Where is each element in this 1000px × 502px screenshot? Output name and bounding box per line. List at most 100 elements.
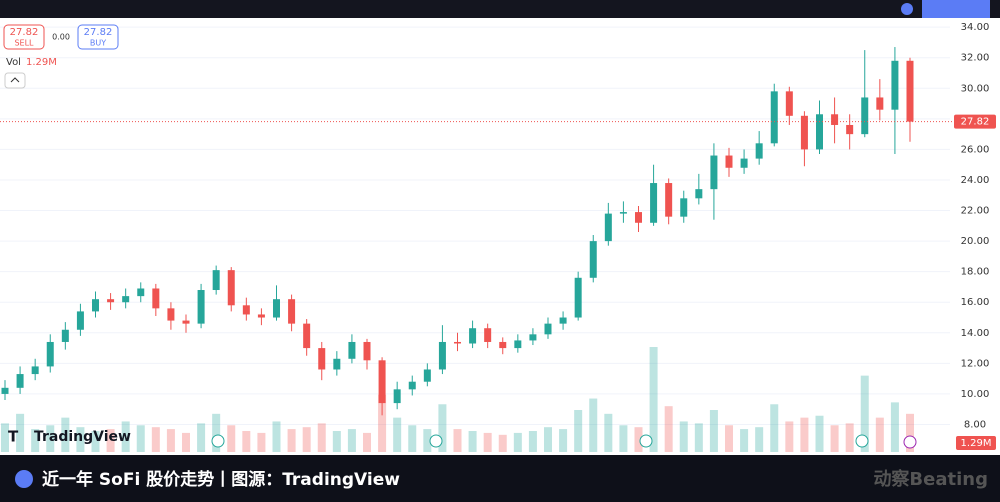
- candle-body: [61, 329, 69, 342]
- candle-body: [288, 299, 296, 324]
- candle-body: [906, 60, 914, 122]
- y-tick-label: 20.00: [961, 236, 990, 247]
- candle-body: [891, 60, 899, 110]
- y-tick-label: 16.00: [961, 297, 990, 308]
- volume-bar: [709, 410, 718, 452]
- candle-body: [348, 341, 356, 359]
- candle-body: [740, 158, 748, 168]
- candle-body: [423, 369, 431, 382]
- volume-bar: [332, 431, 341, 452]
- candle-body: [710, 155, 718, 190]
- candle-body: [273, 299, 280, 318]
- volume-bar: [679, 421, 688, 452]
- volume-bar: [257, 432, 266, 452]
- candle-body: [152, 288, 160, 309]
- y-tick-label: 18.00: [961, 267, 990, 278]
- buy-label: BUY: [90, 39, 106, 48]
- volume-bar: [513, 432, 522, 452]
- candle-body: [650, 183, 658, 223]
- volume-bar: [31, 429, 40, 452]
- top-dot: [901, 3, 913, 15]
- volume-bar: [46, 425, 55, 452]
- spread: 0.00: [52, 33, 70, 42]
- top-bar: [0, 0, 1000, 18]
- candle-body: [544, 323, 552, 335]
- volume-bar: [302, 427, 311, 452]
- volume-bar: [182, 432, 190, 452]
- volume-bar: [76, 427, 85, 452]
- candle-body: [559, 317, 567, 324]
- candle-body: [589, 241, 597, 278]
- caption-dot: [15, 470, 33, 488]
- volume-bar: [438, 404, 447, 452]
- volume-bar: [347, 429, 356, 452]
- volume-bar: [800, 417, 809, 452]
- candle-body: [755, 143, 763, 159]
- last-price-tag: [954, 114, 996, 129]
- y-tick-label: 30.00: [961, 83, 990, 94]
- volume-bar: [227, 425, 236, 452]
- volume-bar: [574, 410, 583, 452]
- volume-bar: [363, 432, 371, 452]
- volume-bar: [136, 425, 145, 452]
- volume-bar: [287, 429, 296, 452]
- volume-bar: [61, 417, 70, 452]
- volume-bar: [649, 347, 658, 452]
- y-tick-label: 10.00: [961, 389, 990, 400]
- volume-bar: [755, 427, 764, 452]
- buy-button[interactable]: [77, 24, 119, 50]
- watermark: 动察Beating: [873, 468, 988, 490]
- volume-bar: [785, 421, 794, 452]
- sell-label: SELL: [14, 39, 34, 48]
- volume-bar: [559, 429, 568, 452]
- candle-body: [514, 340, 522, 349]
- candle-body: [16, 374, 24, 388]
- candle-body: [167, 308, 175, 321]
- volume-bar: [544, 427, 552, 452]
- candle-body: [438, 341, 446, 370]
- volume-bar: [212, 413, 221, 452]
- sell-button[interactable]: [3, 24, 45, 50]
- volume-bar: [453, 429, 462, 452]
- volume-bar: [16, 413, 25, 452]
- candle-body: [242, 305, 250, 315]
- candle-body: [695, 189, 703, 199]
- volume-bar: [830, 425, 839, 452]
- candle-body: [197, 290, 205, 324]
- volume-bar: [498, 434, 507, 452]
- volume-bar: [890, 402, 899, 452]
- candle-body: [800, 115, 808, 150]
- volume-bar: [619, 425, 628, 452]
- volume-bar: [468, 431, 477, 452]
- candle-body: [454, 341, 461, 344]
- y-tick-label: 32.00: [961, 53, 990, 64]
- candle-body: [378, 360, 386, 404]
- top-tab[interactable]: [922, 0, 990, 18]
- volume-bar: [694, 423, 703, 452]
- volume-bar: [860, 375, 869, 452]
- candle-body: [604, 213, 612, 242]
- candle-body: [770, 91, 778, 144]
- buy-price: 27.82: [84, 27, 113, 38]
- last-price-label: 27.82: [961, 117, 990, 128]
- candle-body: [408, 381, 416, 390]
- volume-bar: [906, 413, 914, 452]
- candle-body: [680, 198, 688, 217]
- candle-body: [816, 114, 823, 150]
- candle-body: [469, 328, 477, 344]
- collapse-button[interactable]: [4, 72, 26, 89]
- candle-body: [303, 323, 311, 349]
- y-tick-label: 12.00: [961, 358, 990, 369]
- candle-body: [635, 212, 642, 223]
- y-tick-label: 22.00: [961, 206, 990, 217]
- volume-bar: [589, 398, 598, 452]
- candle-body: [619, 212, 627, 214]
- candle-body: [318, 348, 326, 370]
- volume-bar: [875, 417, 884, 452]
- candle-body: [31, 366, 39, 375]
- vol-title: Vol: [6, 57, 21, 68]
- volume-tag: [956, 436, 996, 450]
- candle-body: [46, 341, 54, 367]
- earnings-marker: [639, 434, 653, 448]
